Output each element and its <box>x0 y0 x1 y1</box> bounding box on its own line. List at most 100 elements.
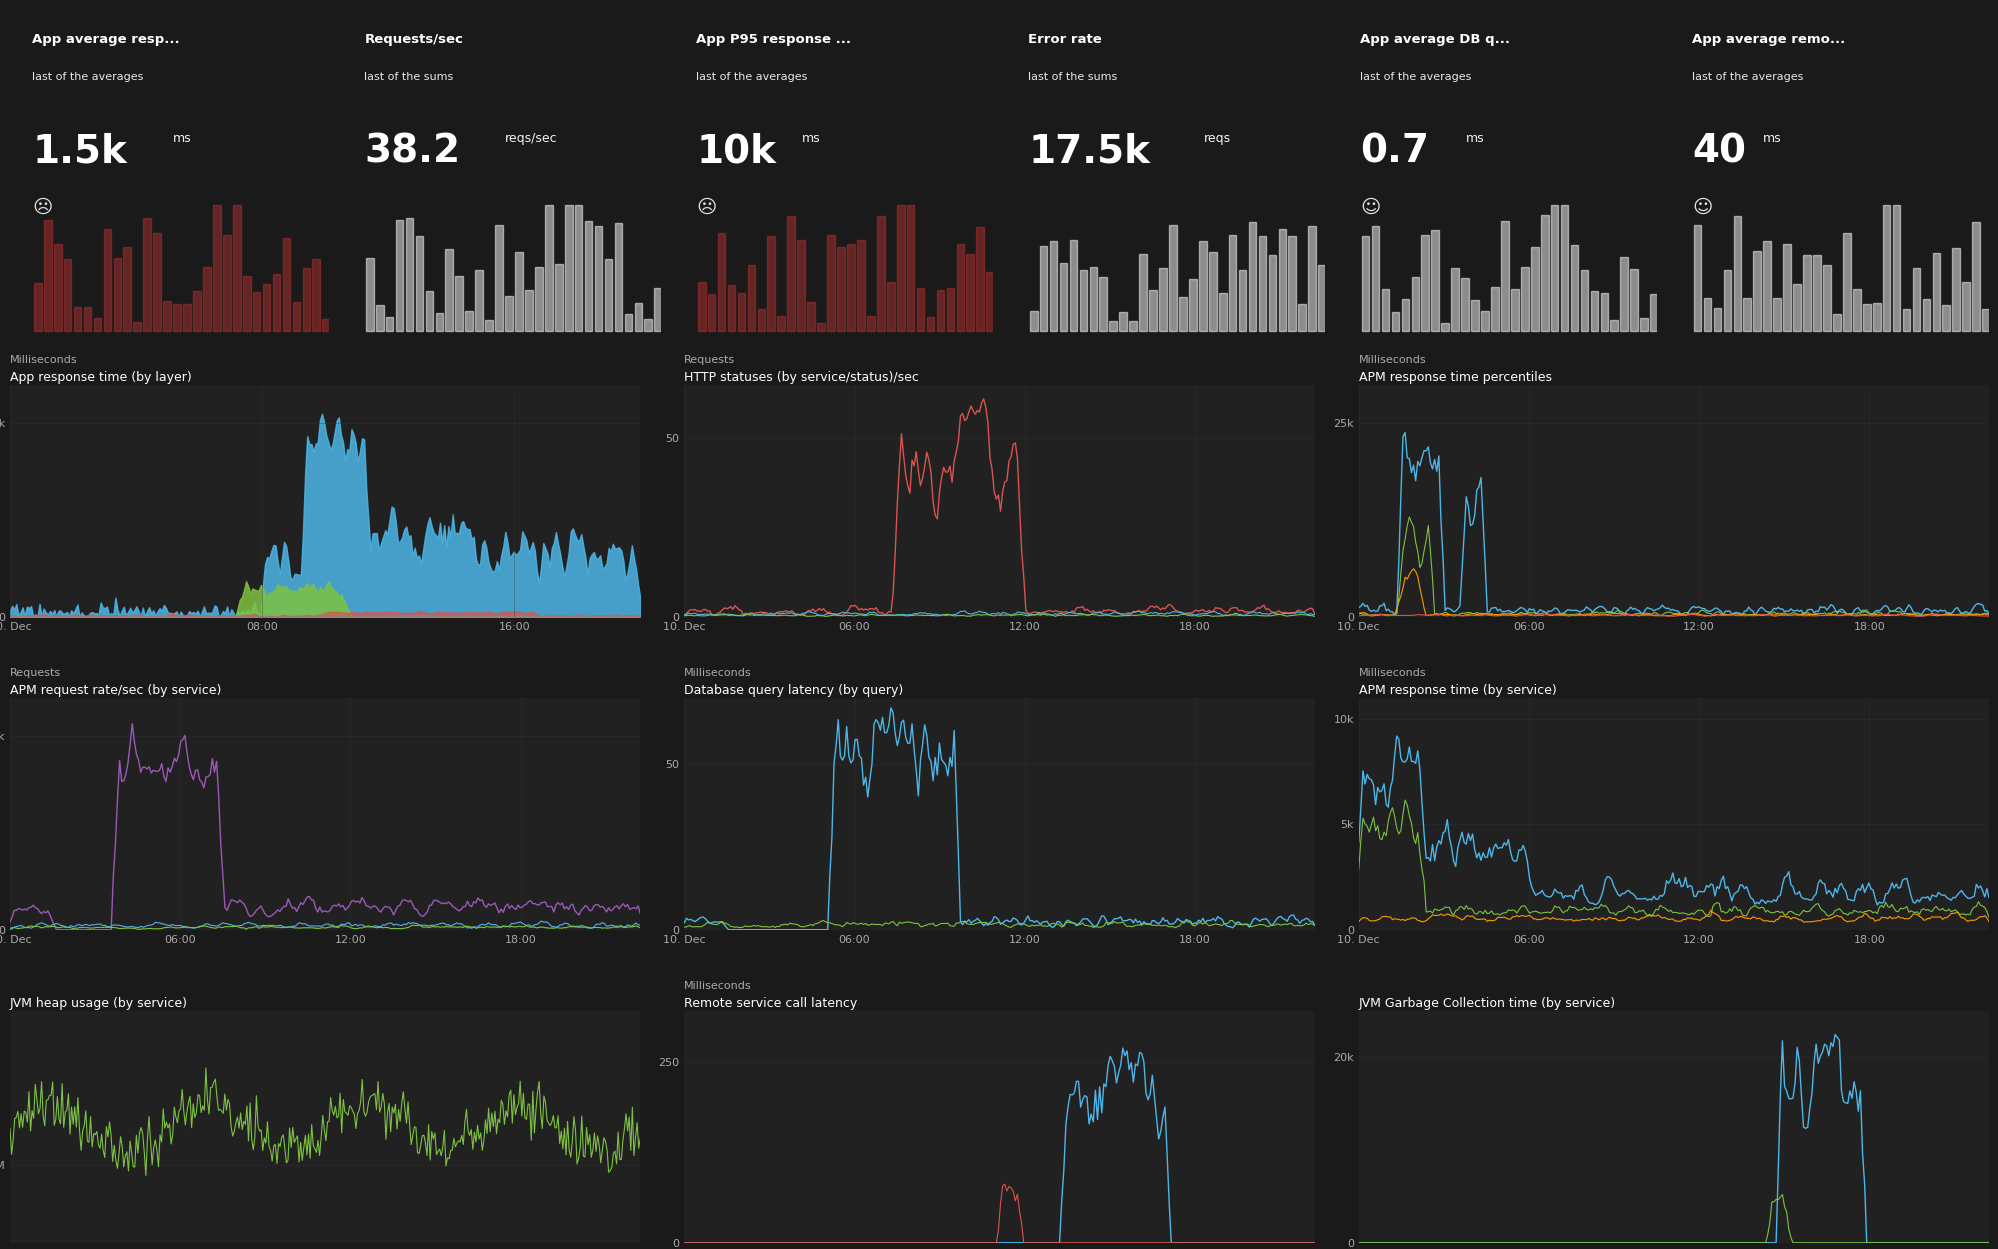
Bar <box>1059 262 1067 331</box>
Bar <box>486 320 494 331</box>
Bar <box>1189 279 1197 331</box>
Text: ms: ms <box>1762 132 1780 145</box>
Bar <box>603 259 611 331</box>
Bar <box>1199 241 1207 331</box>
Bar <box>1952 249 1960 331</box>
Bar <box>887 282 895 331</box>
Text: APM request rate/sec (by service): APM request rate/sec (by service) <box>10 683 222 697</box>
Text: HTTP statuses (by service/status)/sec: HTTP statuses (by service/status)/sec <box>683 371 919 383</box>
Bar <box>1702 297 1710 331</box>
Bar <box>897 205 903 331</box>
Bar <box>1289 236 1295 331</box>
Text: last of the sums: last of the sums <box>1027 72 1117 82</box>
Bar <box>947 289 953 331</box>
Text: Remote service call latency: Remote service call latency <box>683 997 857 1009</box>
Bar <box>104 230 112 331</box>
Bar <box>827 235 835 331</box>
Text: 38.2: 38.2 <box>364 132 460 170</box>
Bar <box>965 255 973 331</box>
Bar <box>1712 309 1720 331</box>
Bar <box>643 318 651 331</box>
Text: Requests: Requests <box>683 355 735 365</box>
Bar <box>1590 291 1598 331</box>
Bar <box>1792 284 1800 331</box>
Bar <box>466 311 474 331</box>
Bar <box>154 234 162 331</box>
Bar <box>416 236 424 331</box>
Bar <box>767 236 775 331</box>
Bar <box>34 284 42 331</box>
Bar <box>565 205 571 331</box>
Text: 0.7: 0.7 <box>1359 132 1429 170</box>
Bar <box>1932 254 1940 331</box>
Bar <box>144 219 152 331</box>
Bar <box>1039 246 1047 331</box>
Bar <box>1451 269 1459 331</box>
Bar <box>1640 318 1646 331</box>
Bar <box>697 281 705 331</box>
Text: reqs/sec: reqs/sec <box>503 132 557 145</box>
Bar <box>877 216 885 331</box>
Bar <box>787 216 795 331</box>
Bar <box>1239 270 1247 331</box>
Bar <box>1982 309 1988 331</box>
Bar <box>1630 269 1636 331</box>
Bar <box>1411 277 1419 331</box>
Text: App average DB q...: App average DB q... <box>1359 32 1508 46</box>
Text: Milliseconds: Milliseconds <box>683 668 751 678</box>
Bar <box>1371 226 1379 331</box>
Bar <box>1159 269 1167 331</box>
Bar <box>1722 271 1730 331</box>
Bar <box>917 287 923 331</box>
Bar <box>1361 236 1369 331</box>
Bar <box>1089 267 1097 331</box>
Bar <box>975 227 983 331</box>
Text: last of the sums: last of the sums <box>364 72 454 82</box>
Bar <box>545 205 551 331</box>
Text: last of the averages: last of the averages <box>1359 72 1471 82</box>
Text: Milliseconds: Milliseconds <box>10 355 78 365</box>
Bar <box>985 272 993 331</box>
Bar <box>1892 205 1900 331</box>
Bar <box>292 302 300 331</box>
Bar <box>1471 300 1479 331</box>
Bar <box>1620 257 1626 331</box>
Bar <box>164 301 172 331</box>
Bar <box>406 219 414 331</box>
Text: ms: ms <box>801 132 819 145</box>
Bar <box>1650 294 1656 331</box>
Bar <box>817 323 825 331</box>
Bar <box>1209 251 1217 331</box>
Bar <box>214 205 220 331</box>
Bar <box>44 220 52 331</box>
Bar <box>717 234 725 331</box>
Text: APM response time (by service): APM response time (by service) <box>1359 683 1556 697</box>
Bar <box>1752 251 1760 331</box>
Bar <box>1802 255 1810 331</box>
Bar <box>937 290 943 331</box>
Bar <box>1742 297 1750 331</box>
Bar <box>1692 225 1700 331</box>
Bar <box>505 296 513 331</box>
Bar <box>1119 312 1127 331</box>
Bar <box>386 317 394 331</box>
Bar <box>396 220 404 331</box>
Bar <box>1317 265 1325 331</box>
Bar <box>1401 299 1409 331</box>
Bar <box>282 239 290 331</box>
Bar <box>1069 240 1077 331</box>
Bar <box>1732 216 1740 331</box>
Bar <box>595 226 601 331</box>
Bar <box>1972 221 1978 331</box>
Bar <box>1139 255 1147 331</box>
Text: last of the averages: last of the averages <box>1690 72 1802 82</box>
Text: Error rate: Error rate <box>1027 32 1101 46</box>
Bar <box>1550 205 1558 331</box>
Bar <box>955 245 963 331</box>
Bar <box>456 276 464 331</box>
Bar <box>174 304 180 331</box>
Bar <box>1510 289 1518 331</box>
Bar <box>1570 245 1578 331</box>
Bar <box>1912 269 1920 331</box>
Bar <box>737 294 745 331</box>
